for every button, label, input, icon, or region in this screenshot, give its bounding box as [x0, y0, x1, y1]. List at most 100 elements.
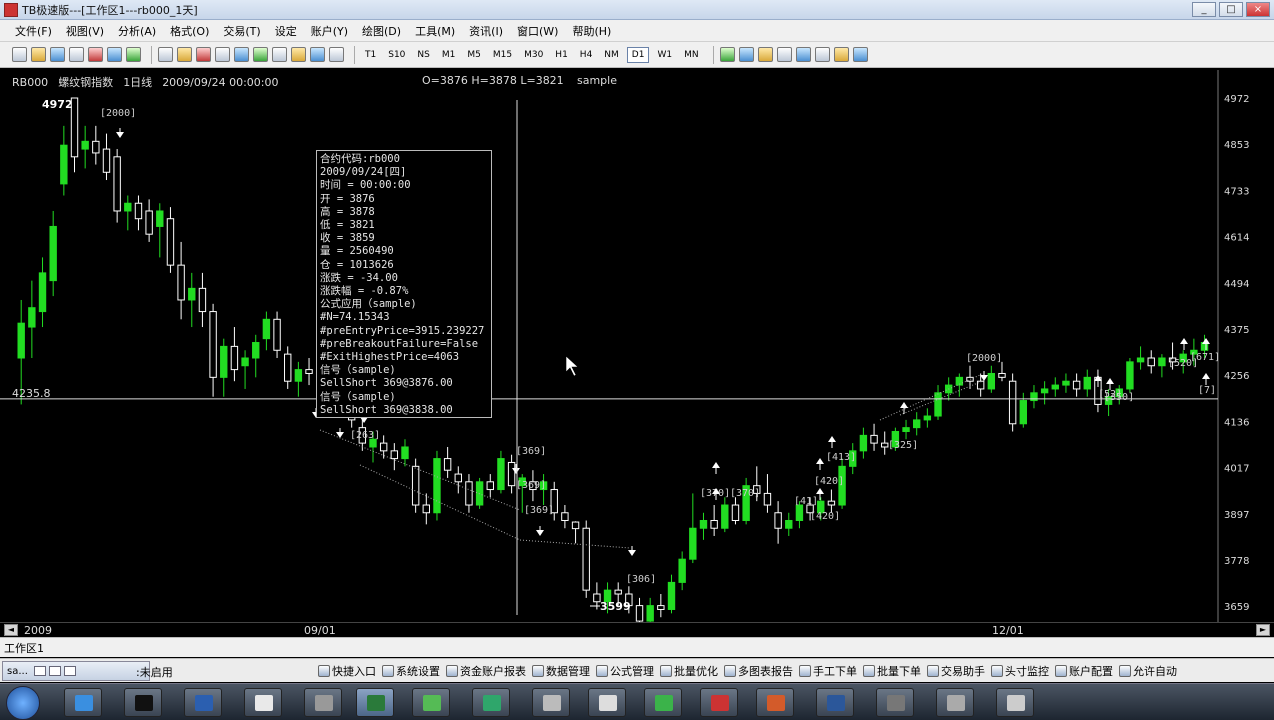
layout-icon[interactable]	[776, 47, 792, 62]
quick-item[interactable]: 数据管理	[532, 663, 590, 679]
quick-item[interactable]: 批量下单	[863, 663, 921, 679]
minimized-window[interactable]: sa...	[2, 661, 150, 681]
quick-item[interactable]: 账户配置	[1055, 663, 1113, 679]
bell-icon[interactable]	[833, 47, 849, 62]
timeframe-m1[interactable]: M1	[441, 49, 456, 60]
indicator-icon[interactable]	[291, 47, 306, 62]
menu-account[interactable]: 账户(Y)	[310, 24, 349, 38]
copy-icon[interactable]	[177, 47, 192, 62]
search-app-icon[interactable]	[412, 688, 450, 717]
print-icon[interactable]	[69, 47, 84, 62]
minimize-button[interactable]: _	[1192, 2, 1216, 17]
price-chart[interactable]: 4972 4853 4733 4614 4494 4375 4256 4136 4017 3897…	[0, 70, 1274, 622]
cut-icon[interactable]	[158, 47, 173, 62]
candlestick-plot[interactable]: 4972 4853 4733 4614 4494 4375 4256 4136 4017 3897…	[0, 70, 1274, 622]
timeframe-d1[interactable]: D1	[626, 46, 650, 63]
timeframe-mn[interactable]: MN	[684, 49, 699, 60]
save-icon[interactable]	[50, 47, 65, 62]
cycle-icon[interactable]	[719, 47, 735, 62]
refresh-icon[interactable]	[126, 47, 141, 62]
media-icon[interactable]	[876, 688, 914, 717]
delete-icon[interactable]	[196, 47, 211, 62]
quick-item[interactable]: 手工下单	[799, 663, 857, 679]
info-line: #preEntryPrice=3915.239227	[320, 324, 485, 337]
timeframe-ns[interactable]: NS	[417, 49, 430, 60]
workspace-tab-1[interactable]: 工作区1	[4, 642, 44, 655]
settings-app-icon[interactable]	[532, 688, 570, 717]
help-app-icon[interactable]	[936, 688, 974, 717]
terminal-icon[interactable]	[124, 688, 162, 717]
globe-icon[interactable]	[738, 47, 754, 62]
quick-item[interactable]: 允许自动	[1119, 663, 1177, 679]
cloud-icon[interactable]	[472, 688, 510, 717]
maximize-button[interactable]: □	[1219, 2, 1243, 17]
menu-tools[interactable]: 工具(M)	[415, 24, 456, 38]
timeframe-h1[interactable]: H1	[555, 49, 568, 60]
menu-draw[interactable]: 绘图(D)	[362, 24, 402, 38]
scroll-right-button[interactable]: ►	[1256, 624, 1270, 636]
notepad-icon[interactable]	[244, 688, 282, 717]
buy-arrow-icon	[816, 488, 824, 494]
quick-item[interactable]: 快捷入口	[318, 663, 376, 679]
window-app-icon[interactable]	[996, 688, 1034, 717]
shelf-icon[interactable]	[814, 47, 830, 62]
powerpoint-icon[interactable]	[756, 688, 794, 717]
menu-analysis[interactable]: 分析(A)	[118, 24, 157, 38]
close-button[interactable]: ×	[1246, 2, 1270, 17]
menu-window[interactable]: 窗口(W)	[516, 24, 559, 38]
document-icon[interactable]	[588, 688, 626, 717]
quick-item-label: 交易助手	[941, 665, 985, 678]
maximize-icon[interactable]	[48, 666, 61, 676]
menu-view[interactable]: 视图(V)	[65, 24, 105, 38]
tb-app-icon[interactable]	[356, 688, 394, 717]
monitor-icon[interactable]	[852, 47, 868, 62]
start-button[interactable]	[6, 686, 40, 720]
lock-icon[interactable]	[107, 47, 122, 62]
stop-icon[interactable]	[88, 47, 103, 62]
quick-item[interactable]: 系统设置	[382, 663, 440, 679]
open-folder-icon[interactable]	[31, 47, 46, 62]
candle-body	[422, 504, 431, 514]
timeframe-m15[interactable]: M15	[492, 49, 513, 60]
menu-file[interactable]: 文件(F)	[15, 24, 52, 38]
scroll-left-button[interactable]: ◄	[4, 624, 18, 636]
timeframe-m5[interactable]: M5	[467, 49, 481, 60]
quick-item[interactable]: 多图表报告	[724, 663, 793, 679]
menu-info[interactable]: 资讯(I)	[469, 24, 503, 38]
quick-item[interactable]: 交易助手	[927, 663, 985, 679]
bar-chart-icon[interactable]	[234, 47, 249, 62]
timeframe-s10[interactable]: S10	[388, 49, 406, 60]
candle-chart-icon[interactable]	[253, 47, 268, 62]
timeframe-nm[interactable]: NM	[604, 49, 619, 60]
menu-settings[interactable]: 设定	[274, 24, 297, 38]
menu-format[interactable]: 格式(O)	[170, 24, 210, 38]
menu-trade[interactable]: 交易(T)	[223, 24, 261, 38]
close-icon[interactable]	[63, 666, 76, 676]
outlook-icon[interactable]	[184, 688, 222, 717]
quick-item-label: 账户配置	[1069, 665, 1113, 678]
restore-icon[interactable]	[33, 666, 46, 676]
new-file-icon[interactable]	[12, 47, 27, 62]
timeframe-w1[interactable]: W1	[657, 49, 673, 60]
zoom-in-icon[interactable]	[310, 47, 325, 62]
zoom-out-icon[interactable]	[329, 47, 344, 62]
live-icon[interactable]	[700, 688, 738, 717]
timeframe-t1[interactable]: T1	[365, 49, 377, 60]
home-icon[interactable]	[795, 47, 811, 62]
word-icon[interactable]	[816, 688, 854, 717]
ie-browser-icon[interactable]	[64, 688, 102, 717]
grid-icon[interactable]	[215, 47, 230, 62]
timeframe-m30[interactable]: M30	[524, 49, 544, 60]
y-tick-label: 4853	[1224, 140, 1249, 151]
quick-item[interactable]: 头寸监控	[991, 663, 1049, 679]
quick-item[interactable]: 资金账户报表	[446, 663, 526, 679]
wechat-icon[interactable]	[644, 688, 682, 717]
candle-body	[806, 504, 814, 514]
chart-settings-icon[interactable]	[757, 47, 773, 62]
timeframe-h4[interactable]: H4	[579, 49, 593, 60]
tool-icon[interactable]	[304, 688, 342, 717]
line-chart-icon[interactable]	[272, 47, 287, 62]
quick-item[interactable]: 批量优化	[660, 663, 718, 679]
quick-item[interactable]: 公式管理	[596, 663, 654, 679]
menu-help[interactable]: 帮助(H)	[572, 24, 612, 38]
